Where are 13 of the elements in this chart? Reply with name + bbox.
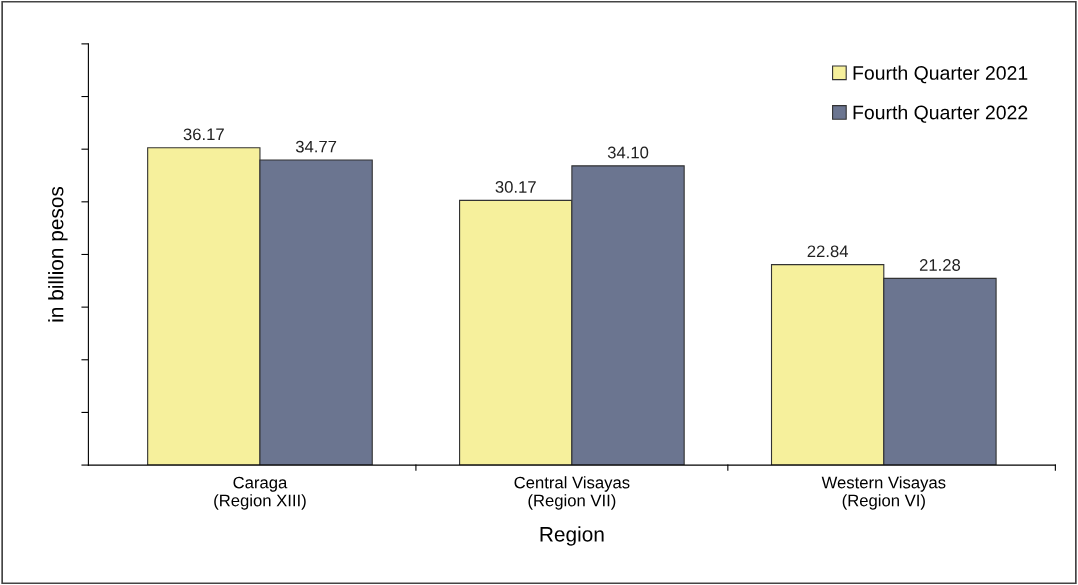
data-label: 36.17: [183, 128, 224, 141]
y-axis-title: in billion pesos: [48, 186, 68, 322]
data-label: 21.28: [919, 259, 961, 271]
legend-label: Fourth Quarter 2021: [853, 65, 1028, 84]
x-tick-label: Western Visayas (Region VI): [821, 476, 946, 510]
data-label: 34.77: [295, 140, 337, 153]
data-label: 34.10: [607, 146, 649, 159]
x-axis-title: Region: [540, 526, 604, 546]
x-tick-label: Caraga (Region XIII): [214, 476, 306, 510]
x-tick-label: Central Visayas (Region VII): [514, 476, 630, 510]
data-label: 22.84: [807, 245, 849, 258]
data-label: 30.17: [495, 181, 536, 193]
legend-label: Fourth Quarter 2022: [853, 105, 1028, 123]
